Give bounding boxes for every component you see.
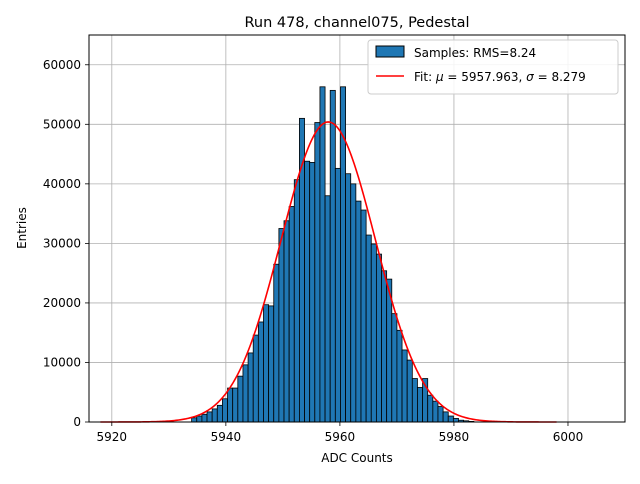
histogram-bar xyxy=(350,183,357,423)
histogram-bar xyxy=(314,122,321,423)
y-tick-label: 0 xyxy=(73,415,81,429)
y-tick-label: 40000 xyxy=(43,177,81,191)
histogram-bar xyxy=(216,404,223,423)
histogram-bar xyxy=(283,220,290,423)
histogram-bar xyxy=(391,313,398,423)
legend-fit-label: Fit: μ = 5957.963, σ = 8.279 xyxy=(414,70,586,84)
histogram-bar xyxy=(201,413,208,423)
y-axis: 0 10000 20000 30000 40000 50000 60000 xyxy=(43,58,89,429)
histogram-bar xyxy=(406,359,413,423)
x-tick-label: 5980 xyxy=(439,430,470,444)
histogram-bar xyxy=(370,243,377,423)
x-axis-label: ADC Counts xyxy=(321,451,393,465)
histogram-bar xyxy=(396,329,403,423)
y-tick-label: 20000 xyxy=(43,296,81,310)
histogram-bar xyxy=(427,394,434,423)
legend-box xyxy=(367,39,619,95)
histogram-bar xyxy=(334,167,341,423)
histogram-bar xyxy=(211,408,218,423)
legend-histogram-swatch xyxy=(375,45,405,58)
histogram-bar xyxy=(196,415,203,423)
histogram-bar xyxy=(268,305,275,423)
y-tick-label: 50000 xyxy=(43,117,81,131)
y-tick-label: 60000 xyxy=(43,58,81,72)
y-tick-label: 10000 xyxy=(43,355,81,369)
histogram-bar xyxy=(288,206,295,423)
plot-frame xyxy=(88,34,626,423)
histogram-bar xyxy=(324,195,331,423)
histogram-bar xyxy=(257,321,264,423)
histogram-bar xyxy=(417,387,423,423)
legend-fit-sigma-symbol: σ xyxy=(526,70,534,84)
histogram-bar xyxy=(432,400,439,423)
histogram-bar xyxy=(309,162,316,423)
histogram-bar xyxy=(304,160,311,423)
x-axis: 5920 5940 5960 5980 6000 xyxy=(97,422,584,444)
histogram-bar xyxy=(375,253,382,423)
histogram-bar xyxy=(365,234,372,423)
histogram-bar xyxy=(319,86,326,423)
histogram-bar xyxy=(355,200,362,423)
histogram-bar xyxy=(401,349,408,423)
histogram-bar xyxy=(247,352,254,423)
histogram-bar xyxy=(222,398,228,423)
legend-fit-mu-symbol: μ xyxy=(435,70,444,84)
histogram-bar xyxy=(329,89,336,423)
histogram-bar xyxy=(360,209,367,423)
legend: Samples: RMS=8.24 Fit: μ = 5957.963, σ =… xyxy=(367,39,619,95)
histogram-bar xyxy=(293,179,300,423)
histogram-bar xyxy=(345,173,352,423)
legend-fit-mu-text: = 5957.963, xyxy=(444,70,527,84)
fit-curve xyxy=(100,121,557,423)
fit-curve-group xyxy=(100,121,557,423)
histogram-bar xyxy=(191,417,198,423)
histogram-bar xyxy=(442,411,449,423)
histogram-bars xyxy=(191,86,475,423)
histogram-bar xyxy=(447,415,454,423)
y-axis-label: Entries xyxy=(15,207,29,249)
histogram-bar xyxy=(206,411,213,423)
legend-histogram-label: Samples: RMS=8.24 xyxy=(414,46,536,60)
histogram-bar xyxy=(452,418,459,423)
histogram-bar xyxy=(252,334,259,423)
x-tick-label: 5940 xyxy=(211,430,242,444)
y-tick-label: 30000 xyxy=(43,236,81,250)
histogram-bar xyxy=(263,304,270,423)
histogram-bar xyxy=(232,387,239,423)
histogram-bar xyxy=(242,364,249,423)
legend-fit-prefix: Fit: xyxy=(414,70,436,84)
histogram-bar xyxy=(278,228,285,423)
histogram-bar xyxy=(411,378,418,423)
chart-title: Run 478, channel075, Pedestal xyxy=(244,15,469,31)
x-tick-label: 5920 xyxy=(97,430,128,444)
histogram-bar xyxy=(273,263,280,423)
legend-fit-sigma-text: = 8.279 xyxy=(534,70,586,84)
histogram-bar xyxy=(381,270,388,423)
x-tick-label: 6000 xyxy=(553,430,584,444)
histogram-bar xyxy=(227,387,234,423)
x-tick-label: 5960 xyxy=(325,430,356,444)
histogram-bar xyxy=(437,406,444,423)
histogram-bar xyxy=(237,375,244,423)
